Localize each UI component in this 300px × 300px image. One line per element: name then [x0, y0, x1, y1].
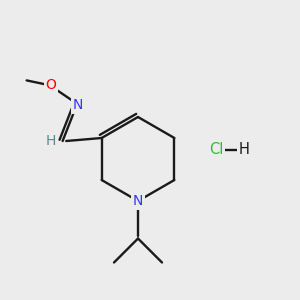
Text: N: N: [72, 98, 83, 112]
Text: Cl: Cl: [209, 142, 223, 158]
Text: O: O: [45, 78, 56, 92]
Text: H: H: [46, 134, 56, 148]
Text: H: H: [239, 142, 250, 158]
Text: N: N: [133, 194, 143, 208]
